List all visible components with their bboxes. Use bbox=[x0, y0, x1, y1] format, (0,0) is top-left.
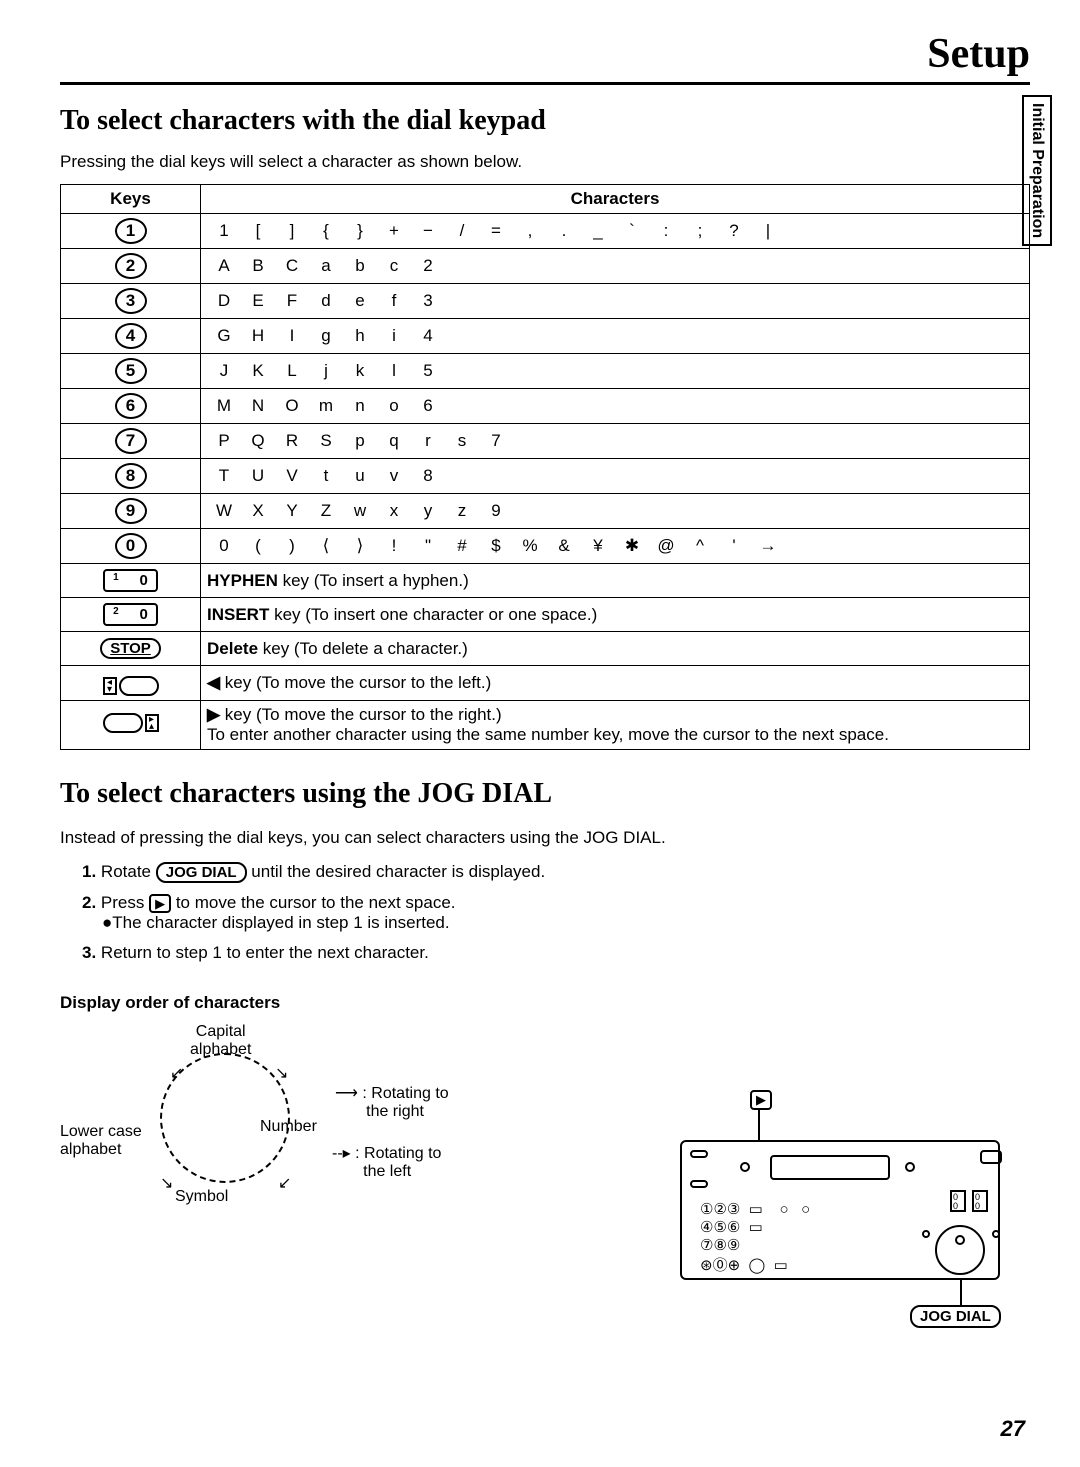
chars-cell: DEFdef3 bbox=[201, 284, 1030, 319]
character-table: Keys Characters 1 1[]{}+−/=,._`:;?| 2 ABCab… bbox=[60, 184, 1030, 750]
dial-key-5: 5 bbox=[115, 358, 147, 384]
chars-cell: ABCabc2 bbox=[201, 249, 1030, 284]
key-cell: 4 bbox=[61, 319, 201, 354]
section1-title: To select characters with the dial keypa… bbox=[60, 105, 1030, 137]
chars-cell: GHIghi4 bbox=[201, 319, 1030, 354]
func-desc-cell: ◀ key (To move the cursor to the left.) bbox=[201, 666, 1030, 701]
right-arrow-key-icon: ▸▴ bbox=[103, 713, 159, 733]
func-desc-cell: Delete key (To delete a character.) bbox=[201, 632, 1030, 666]
key-cell: 8 bbox=[61, 459, 201, 494]
jog-dial-key-icon: JOG DIAL bbox=[156, 862, 247, 883]
chars-cell: 1[]{}+−/=,._`:;?| bbox=[201, 214, 1030, 249]
key-cell: 2 bbox=[61, 249, 201, 284]
dial-key-3: 3 bbox=[115, 288, 147, 314]
chars-cell: WXYZwxyz9 bbox=[201, 494, 1030, 529]
left-arrow-key-icon: ◂▾ bbox=[103, 676, 159, 696]
page-header: Setup bbox=[60, 30, 1030, 85]
dial-key-0: 0 bbox=[115, 533, 147, 559]
hyphen-key-icon: 1 0 bbox=[103, 569, 158, 592]
dial-key-1: 1 bbox=[115, 218, 147, 244]
jog-steps-list: 1. Rotate JOG DIAL until the desired cha… bbox=[60, 862, 600, 963]
label-rot-right: ⟶ : Rotating to the right bbox=[335, 1083, 449, 1121]
fax-diagram: ▶ ①②③ ▭ ○ ○ ④⑤⑥ ▭ ⑦⑧⑨ ⊛⓪⊕ ◯ ▭ 0 0 0 0 JO… bbox=[660, 1090, 1030, 1360]
func-key-cell: ◂▾ bbox=[61, 666, 201, 701]
label-lowercase: Lower casealphabet bbox=[60, 1123, 142, 1159]
key-cell: 0 bbox=[61, 529, 201, 564]
label-rot-left: --▸ : Rotating to the left bbox=[332, 1143, 441, 1181]
page-number: 27 bbox=[1001, 1416, 1025, 1442]
key-cell: 1 bbox=[61, 214, 201, 249]
step-2: 2. Press ▶ to move the cursor to the nex… bbox=[82, 893, 600, 933]
th-chars: Characters bbox=[201, 185, 1030, 214]
key-cell: 5 bbox=[61, 354, 201, 389]
func-desc-cell: INSERT key (To insert one character or o… bbox=[201, 598, 1030, 632]
func-desc-cell: HYPHEN key (To insert a hyphen.) bbox=[201, 564, 1030, 598]
label-symbol: Symbol bbox=[175, 1188, 228, 1206]
chars-cell: 0()⟨⟩!"#$%&¥✱@^'→ bbox=[201, 529, 1030, 564]
display-order-title: Display order of characters bbox=[60, 993, 600, 1013]
jog-dial-icon bbox=[935, 1225, 985, 1275]
order-circle-diagram: Capitalalphabet Lower casealphabet Numbe… bbox=[60, 1023, 480, 1223]
th-keys: Keys bbox=[61, 185, 201, 214]
key-cell: 6 bbox=[61, 389, 201, 424]
func-key-cell: 2 0 bbox=[61, 598, 201, 632]
key-cell: 3 bbox=[61, 284, 201, 319]
key-cell: 7 bbox=[61, 424, 201, 459]
dial-key-4: 4 bbox=[115, 323, 147, 349]
func-key-cell: 1 0 bbox=[61, 564, 201, 598]
dial-key-9: 9 bbox=[115, 498, 147, 524]
section2-intro: Instead of pressing the dial keys, you c… bbox=[60, 828, 1030, 848]
dial-key-6: 6 bbox=[115, 393, 147, 419]
label-number: Number bbox=[260, 1118, 317, 1136]
insert-key-icon: 2 0 bbox=[103, 603, 158, 626]
section2-title: To select characters using the JOG DIAL bbox=[60, 778, 1030, 810]
dial-key-2: 2 bbox=[115, 253, 147, 279]
func-desc-cell: ▶ key (To move the cursor to the right.)… bbox=[201, 701, 1030, 750]
section1-intro: Pressing the dial keys will select a cha… bbox=[60, 152, 1030, 172]
label-capital: Capitalalphabet bbox=[190, 1023, 251, 1059]
key-cell: 9 bbox=[61, 494, 201, 529]
header-title: Setup bbox=[60, 30, 1030, 78]
right-play-icon: ▶ bbox=[149, 894, 171, 913]
chars-cell: JKLjkl5 bbox=[201, 354, 1030, 389]
stop-key-icon: STOP bbox=[100, 638, 161, 659]
func-key-cell: STOP bbox=[61, 632, 201, 666]
side-tab: Initial Preparation bbox=[1022, 95, 1052, 246]
chars-cell: PQRSpqrs7 bbox=[201, 424, 1030, 459]
chars-cell: MNOmno6 bbox=[201, 389, 1030, 424]
chars-cell: TUVtuv8 bbox=[201, 459, 1030, 494]
step-3: 3. Return to step 1 to enter the next ch… bbox=[82, 943, 600, 963]
func-key-cell: ▸▴ bbox=[61, 701, 201, 750]
jog-dial-label: JOG DIAL bbox=[910, 1305, 1001, 1328]
step-1: 1. Rotate JOG DIAL until the desired cha… bbox=[82, 862, 600, 883]
keypad-icon: ①②③ ▭ ○ ○ ④⑤⑥ ▭ ⑦⑧⑨ ⊛⓪⊕ ◯ ▭ bbox=[700, 1200, 810, 1275]
dial-key-7: 7 bbox=[115, 428, 147, 454]
dial-key-8: 8 bbox=[115, 463, 147, 489]
